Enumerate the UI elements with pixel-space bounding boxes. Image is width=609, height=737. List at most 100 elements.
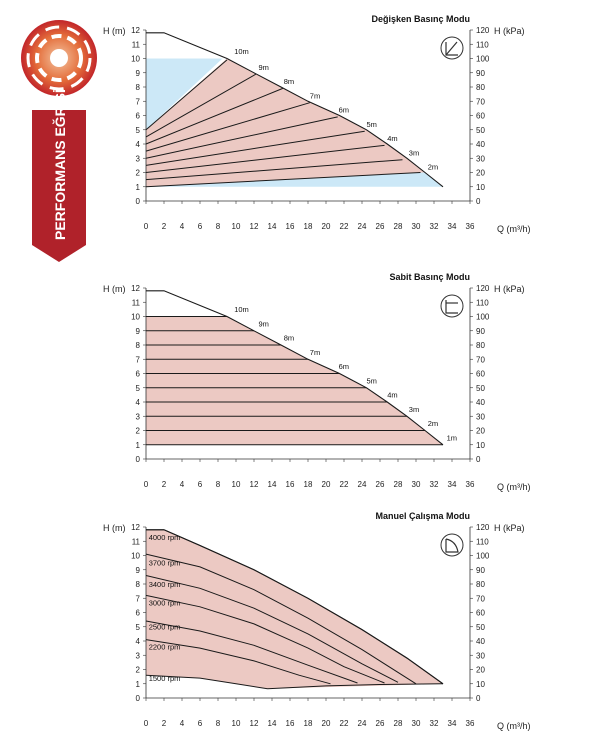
y2-tick-label: 80 [476, 580, 485, 589]
icon-ring [440, 294, 464, 318]
series-line-6m [145, 116, 338, 159]
series-label: 3m [409, 405, 419, 414]
y-tick-label: 1 [136, 183, 141, 192]
x-tick-label: 0 [144, 480, 149, 489]
y-tick-label: 4 [136, 637, 141, 646]
x-tick-label: 26 [376, 222, 385, 231]
series-label: 4m [387, 391, 397, 400]
y-tick-label: 2 [136, 666, 141, 675]
y2-tick-label: 70 [476, 97, 485, 106]
brand-logo: PERFORMANS EĞRİSİ [21, 20, 97, 262]
y2-tick-label: 60 [476, 370, 485, 379]
y2-tick-label: 70 [476, 594, 485, 603]
x-tick-label: 34 [448, 719, 457, 728]
series-line-2200-rpm [145, 639, 331, 685]
x-tick-label: 18 [304, 222, 313, 231]
series-label: 8m [284, 77, 294, 86]
y-tick-label: 4 [136, 398, 141, 407]
y2-tick-label: 10 [476, 680, 485, 689]
y2-tick-label: 40 [476, 637, 485, 646]
y-tick-label: 9 [136, 566, 141, 575]
series-line-5m [145, 130, 365, 166]
y2-tick-label: 90 [476, 69, 485, 78]
y-tick-label: 4 [136, 140, 141, 149]
y-tick-label: 7 [136, 97, 141, 106]
manual-mode-icon [440, 533, 464, 557]
x-tick-label: 16 [286, 222, 295, 231]
y-tick-label: 7 [136, 355, 141, 364]
x-tick-label: 0 [144, 719, 149, 728]
x-tick-label: 28 [394, 480, 403, 489]
series-line-4m [145, 144, 385, 173]
icon-glyph [445, 42, 458, 56]
series-label: 2200 rpm [149, 643, 181, 652]
y-axis-label: H (m) [103, 523, 126, 533]
x-tick-label: 14 [268, 480, 277, 489]
y-tick-label: 12 [131, 523, 140, 532]
y2-tick-label: 90 [476, 327, 485, 336]
y2-tick-label: 50 [476, 623, 485, 632]
chart-title: Değişken Basınç Modu [371, 14, 470, 24]
series-label: 7m [310, 91, 320, 100]
y2-tick-label: 80 [476, 341, 485, 350]
x-tick-label: 4 [180, 719, 185, 728]
x-tick-label: 32 [430, 480, 439, 489]
x-tick-label: 24 [358, 480, 367, 489]
x-tick-label: 34 [448, 480, 457, 489]
y-tick-label: 8 [136, 341, 141, 350]
x-tick-label: 30 [412, 480, 421, 489]
x-tick-label: 4 [180, 222, 185, 231]
y-tick-label: 12 [131, 284, 140, 293]
x-tick-label: 2 [162, 719, 167, 728]
y-tick-label: 5 [136, 126, 141, 135]
x-tick-label: 16 [286, 480, 295, 489]
series-label: 8m [284, 334, 294, 343]
series-line-2500-rpm [145, 620, 358, 684]
x-tick-label: 20 [322, 719, 331, 728]
x-tick-label: 8 [216, 480, 221, 489]
y2-tick-label: 20 [476, 427, 485, 436]
x-axis-label: Q (m³/h) [497, 224, 531, 234]
series-label: 6m [339, 362, 349, 371]
x-tick-label: 2 [162, 480, 167, 489]
series-label: 3700 rpm [149, 558, 181, 567]
y-tick-label: 6 [136, 609, 141, 618]
x-tick-label: 6 [198, 719, 203, 728]
series-label: 4m [387, 134, 397, 143]
y-tick-label: 0 [136, 197, 141, 206]
series-label: 10m [234, 305, 249, 314]
series-label: 1500 rpm [149, 674, 181, 683]
y-tick-label: 3 [136, 154, 141, 163]
chart-constant-pressure: Sabit Basınç Modu01234567891011120102030… [103, 272, 531, 492]
y2-tick-label: 120 [476, 284, 490, 293]
y-tick-label: 10 [131, 55, 140, 64]
y-tick-label: 2 [136, 169, 141, 178]
min-curve [267, 683, 444, 690]
chart-manual-mode: Manuel Çalışma Modu012345678910111201020… [103, 511, 531, 731]
series-label: 1m [447, 433, 457, 442]
y2-tick-label: 110 [476, 537, 489, 546]
x-tick-label: 22 [340, 480, 349, 489]
y-tick-label: 7 [136, 594, 141, 603]
y2-tick-label: 50 [476, 384, 485, 393]
y-tick-label: 11 [132, 537, 141, 546]
series-label: 2m [428, 163, 438, 172]
series-line-10m [145, 59, 228, 131]
x-tick-label: 2 [162, 222, 167, 231]
performance-region-fill [146, 316, 443, 445]
series-label: 2m [428, 419, 438, 428]
y-tick-label: 0 [136, 455, 141, 464]
y2-tick-label: 20 [476, 666, 485, 675]
series-label: 3000 rpm [149, 598, 181, 607]
x-tick-label: 4 [180, 480, 185, 489]
x-tick-label: 16 [286, 719, 295, 728]
series-line-7m [145, 102, 310, 152]
y-tick-label: 10 [131, 313, 140, 322]
y2-tick-label: 0 [476, 455, 481, 464]
y2-tick-label: 90 [476, 566, 485, 575]
constant-pressure-icon [440, 294, 464, 318]
series-label: 3m [409, 148, 419, 157]
y-tick-label: 5 [136, 384, 141, 393]
chart-title: Manuel Çalışma Modu [375, 511, 470, 521]
y-tick-label: 12 [131, 26, 140, 35]
